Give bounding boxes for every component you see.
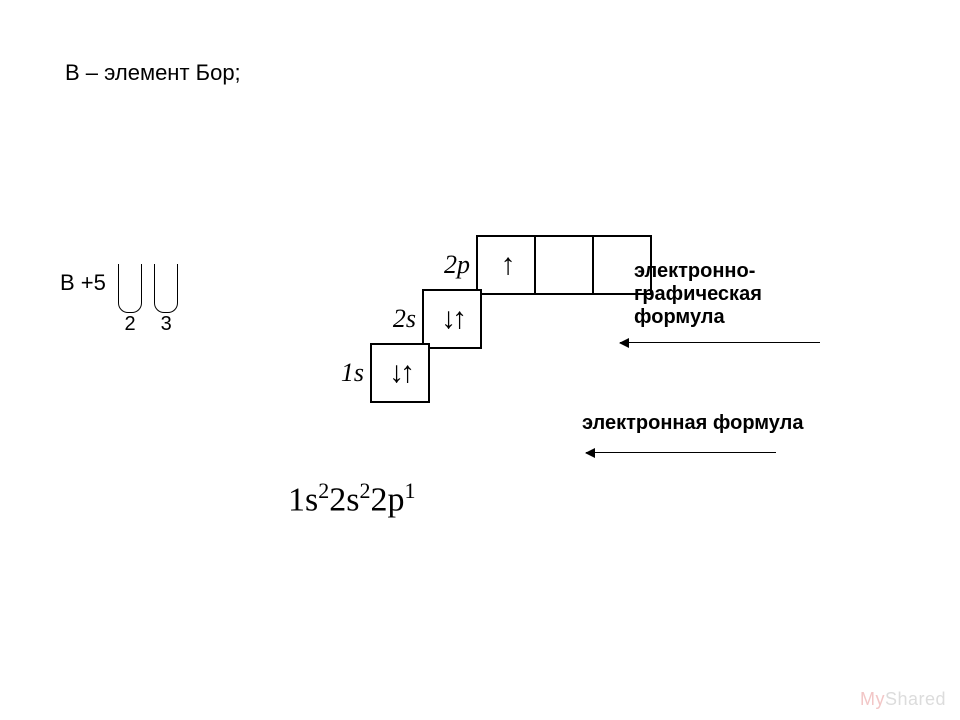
- orbital-row-2s: 2s ↓↑: [382, 289, 482, 349]
- label-electron-graphic-line: графическая формула: [634, 283, 854, 329]
- watermark-rest: Shared: [885, 689, 946, 709]
- shell-count-1: 2: [124, 313, 135, 336]
- nuclear-notation: B +5 2 3: [60, 270, 178, 313]
- orbital-cell: ↓↑: [370, 343, 430, 403]
- formula-term-sup: 2: [318, 478, 329, 503]
- arrow-to-diagram: [620, 342, 820, 343]
- electron-arrows: ↑: [501, 250, 512, 280]
- orbital-label: 2s: [382, 304, 416, 334]
- formula-term-base: 1s: [288, 481, 318, 518]
- electron-arrows: ↓↑: [441, 304, 463, 334]
- orbital-cell: ↑: [476, 235, 536, 295]
- watermark-prefix: My: [860, 689, 885, 709]
- orbital-label: 1s: [330, 358, 364, 388]
- page-title: B – элемент Бор;: [65, 60, 241, 86]
- arrow-to-formula: [586, 452, 776, 453]
- formula-term-sup: 1: [404, 478, 415, 503]
- shell-arc-2: 3: [154, 264, 178, 313]
- label-electron-graphic-line: электронно-: [634, 260, 854, 283]
- shell-count-2: 3: [161, 313, 172, 336]
- orbital-cell: [534, 235, 594, 295]
- electron-formula: 1s22s22p1: [288, 478, 415, 519]
- formula-term-base: 2p: [370, 481, 404, 518]
- orbital-cell: ↓↑: [422, 289, 482, 349]
- electron-arrows: ↓↑: [389, 358, 411, 388]
- orbital-row-1s: 1s ↓↑: [330, 343, 430, 403]
- label-electron-formula: электронная формула: [582, 412, 882, 435]
- orbital-label: 2p: [436, 250, 470, 280]
- label-electron-graphic: электронно-графическая формула: [634, 260, 854, 329]
- orbital-row-2p: 2p ↑: [436, 235, 652, 295]
- formula-term-sup: 2: [359, 478, 370, 503]
- nucleus-label: B +5: [60, 270, 106, 296]
- shell-arc-1: 2: [118, 264, 142, 313]
- formula-term-base: 2s: [329, 481, 359, 518]
- watermark: MyShared: [860, 689, 946, 710]
